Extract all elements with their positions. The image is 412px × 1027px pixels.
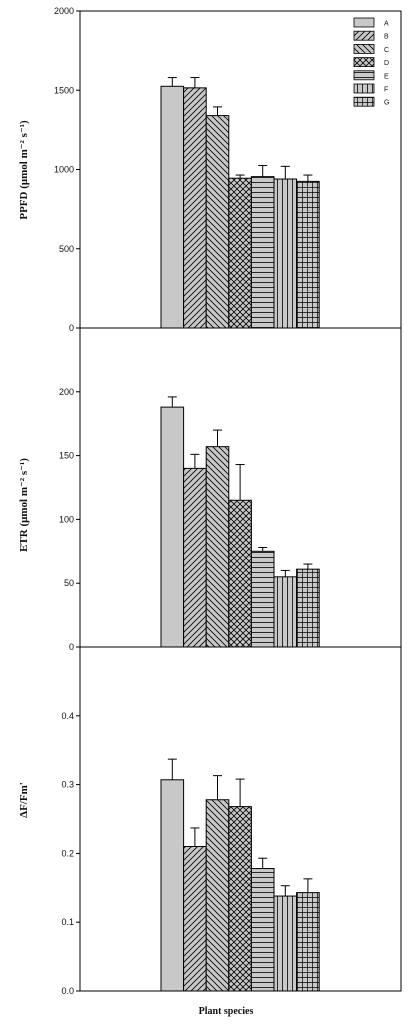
legend-swatch-C xyxy=(353,44,375,54)
bar-C xyxy=(205,446,230,648)
panels: 0 500 1000 1500 2000 PPFD (μmol m⁻² s⁻¹) 0 50 10… xyxy=(18,6,402,996)
chart-panel-3: 0.0 0.1 0.2 0.3 0.4 ΔF/Fm' xyxy=(18,646,402,996)
bar-F xyxy=(273,895,298,992)
y-tick-label: 2000 xyxy=(54,6,74,16)
y-axis-title: ΔF/Fm' xyxy=(18,782,30,818)
bar-B xyxy=(183,467,207,648)
bar-D xyxy=(228,806,252,992)
y-tick-label: 1500 xyxy=(54,85,74,95)
y-axis-title: PPFD (μmol m⁻² s⁻¹) xyxy=(18,120,30,220)
bar-A xyxy=(160,85,185,329)
bar-G xyxy=(296,892,320,992)
y-axis-title: ETR (μmol m⁻² s⁻¹) xyxy=(18,458,30,552)
bar-A xyxy=(160,406,185,648)
legend-label-G: G xyxy=(384,100,389,107)
legend-swatch-E xyxy=(353,70,375,81)
y-tick-label: 50 xyxy=(64,578,74,588)
legend-swatch-G xyxy=(353,96,375,107)
bar-E xyxy=(250,176,275,329)
chart-panel-2: 0 50 100 150 200 ETR (μmol m⁻² s⁻¹) xyxy=(18,327,402,652)
legend-label-F: F xyxy=(384,87,388,94)
y-tick-label: 0.0 xyxy=(61,986,74,996)
y-tick-label: 0.4 xyxy=(61,711,74,721)
legend-label-B: B xyxy=(384,34,389,41)
bar-B xyxy=(183,87,207,329)
legend-swatch-F xyxy=(353,83,375,94)
bar-G xyxy=(296,180,320,329)
legend-label-C: C xyxy=(384,47,389,54)
y-tick-label: 0 xyxy=(69,323,74,333)
bar-E xyxy=(250,868,275,992)
y-tick-label: 0.2 xyxy=(61,848,74,858)
y-tick-label: 100 xyxy=(59,514,74,524)
y-tick-label: 1000 xyxy=(54,165,74,175)
bar-A xyxy=(160,779,185,992)
legend-label-D: D xyxy=(384,60,389,67)
bar-F xyxy=(273,178,298,329)
y-tick-label: 0.1 xyxy=(61,917,74,927)
bar-G xyxy=(296,568,320,648)
chart-panel-1: 0 500 1000 1500 2000 PPFD (μmol m⁻² s⁻¹) xyxy=(18,6,402,333)
y-tick-label: 0 xyxy=(69,642,74,652)
bar-B xyxy=(183,846,207,992)
legend-swatch-D xyxy=(353,57,375,67)
legend-swatch-A xyxy=(353,17,375,28)
y-tick-label: 0.3 xyxy=(61,780,74,790)
legend-label-A: A xyxy=(384,21,389,28)
x-axis-title: Plant species xyxy=(199,1006,254,1017)
y-tick-label: 150 xyxy=(59,451,74,461)
bar-D xyxy=(228,499,252,648)
bar-C xyxy=(205,799,230,992)
legend-swatch-B xyxy=(353,30,375,41)
bar-E xyxy=(250,550,275,648)
bar-F xyxy=(273,576,298,648)
bar-D xyxy=(228,177,252,329)
bar-C xyxy=(205,115,230,329)
y-tick-label: 500 xyxy=(59,244,74,254)
legend-label-E: E xyxy=(384,73,389,80)
y-tick-label: 200 xyxy=(59,387,74,397)
